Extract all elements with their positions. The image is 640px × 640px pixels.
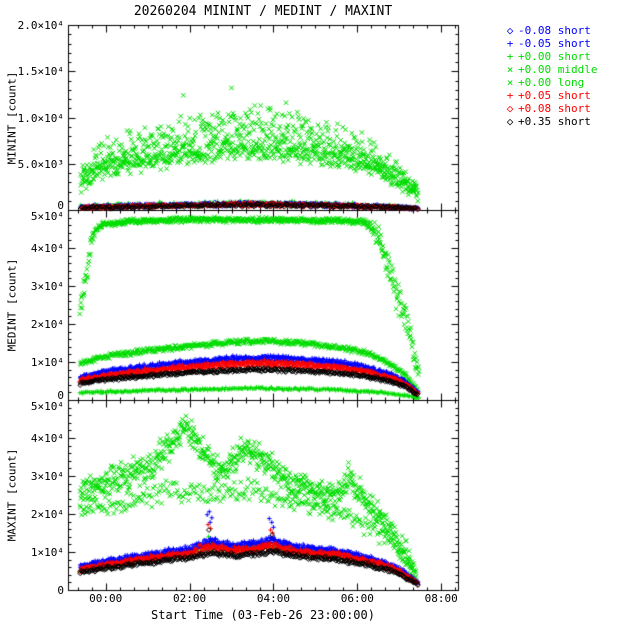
legend-label: +0.35 short xyxy=(518,115,591,128)
legend-item: + +0.05 short xyxy=(502,89,597,102)
y-tick-label: 1×10⁴ xyxy=(30,546,64,559)
legend-marker-icon: ◇ xyxy=(506,102,514,115)
y-tick-label: 1×10⁴ xyxy=(30,356,64,369)
legend-item: + +0.00 short xyxy=(502,50,597,63)
legend-marker-icon: + xyxy=(506,50,514,63)
x-tick-label: 02:00 xyxy=(173,592,207,605)
y-tick-label: 2×10⁴ xyxy=(30,508,64,521)
legend-label: -0.05 short xyxy=(518,37,591,50)
x-tick-label: 08:00 xyxy=(424,592,458,605)
legend-marker-icon: × xyxy=(506,63,514,76)
legend-item: ◇ +0.35 short xyxy=(502,115,597,128)
y-tick-label: 5×10⁴ xyxy=(30,210,64,223)
y-tick-label: 4×10⁴ xyxy=(30,432,64,445)
y-tick-label: 2.0×10⁴ xyxy=(17,19,64,32)
plot-title: 20260204 MININT / MEDINT / MAXINT xyxy=(133,4,393,19)
legend-marker-icon: ◇ xyxy=(506,24,514,37)
y-tick-label: 4×10⁴ xyxy=(30,242,64,255)
y-tick-label: 0 xyxy=(57,389,64,402)
y-tick-label: 0 xyxy=(57,199,64,212)
x-tick-label: 04:00 xyxy=(256,592,291,605)
legend-item: + -0.05 short xyxy=(502,37,597,50)
y-tick-label: 0 xyxy=(57,584,64,597)
y-axis-title: MEDINT [count] xyxy=(5,258,19,352)
legend-marker-icon: × xyxy=(506,76,514,89)
y-tick-label: 2×10⁴ xyxy=(30,318,64,331)
x-tick-label: 06:00 xyxy=(340,592,374,605)
legend-marker-icon: + xyxy=(506,37,514,50)
x-tick-label: 00:00 xyxy=(89,592,123,605)
y-tick-label: 1.0×10⁴ xyxy=(17,111,64,125)
y-tick-label: 3×10⁴ xyxy=(30,470,64,483)
legend-item: × +0.00 middle xyxy=(502,63,598,76)
legend-item: ◇ -0.08 short xyxy=(502,24,597,37)
y-axis-title: MAXINT [count] xyxy=(5,448,19,542)
legend-label: +0.00 middle xyxy=(518,63,598,76)
y-tick-label: 3×10⁴ xyxy=(30,280,64,293)
legend-label: +0.00 short xyxy=(518,50,591,63)
x-axis-label: Start Time (03-Feb-26 23:00:00) xyxy=(151,608,375,622)
legend-marker-icon: ◇ xyxy=(506,115,514,128)
legend-item: ◇ +0.08 short xyxy=(502,102,597,115)
legend: ◇ -0.08 short + -0.05 short + +0.00 short × +0.… xyxy=(502,24,598,128)
legend-label: +0.08 short xyxy=(518,102,591,115)
y-tick-label: 5×10⁴ xyxy=(30,400,64,413)
y-tick-label: 1.5×10⁴ xyxy=(17,65,64,79)
legend-label: +0.00 long xyxy=(518,76,585,89)
legend-label: -0.08 short xyxy=(518,24,591,37)
y-tick-label: 5.0×10³ xyxy=(17,157,64,171)
legend-item: × +0.00 long xyxy=(502,76,597,89)
legend-marker-icon: + xyxy=(506,89,514,102)
legend-label: +0.05 short xyxy=(518,89,591,102)
